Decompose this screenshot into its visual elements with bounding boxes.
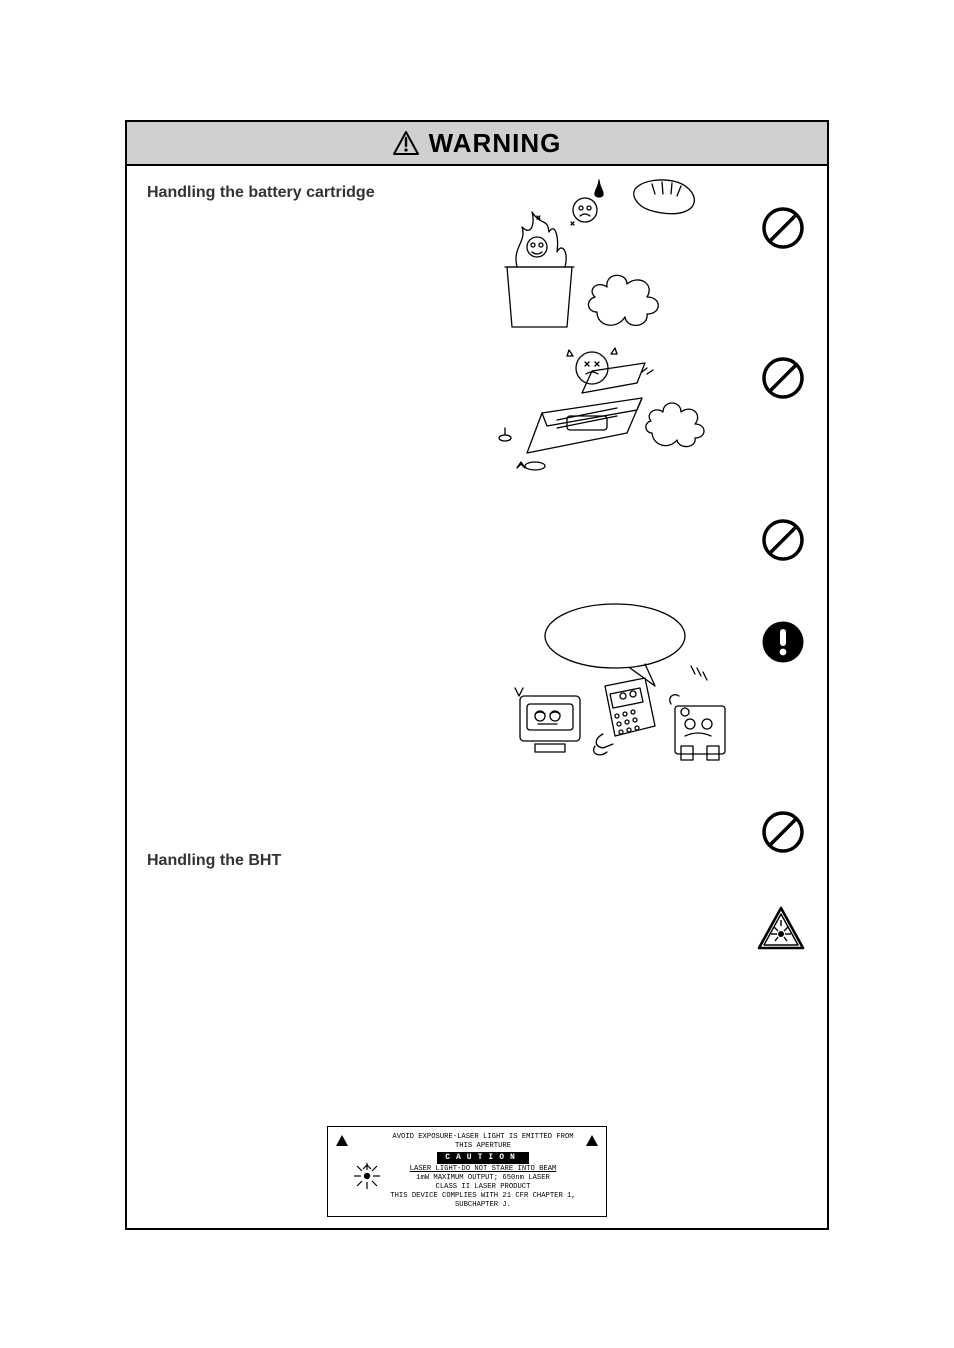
- illustration-disassemble: [487, 338, 727, 483]
- warning-title: WARNING: [429, 128, 562, 159]
- prohibit-icon: [761, 206, 805, 250]
- page: WARNING Handling the battery cartridge H…: [0, 0, 954, 1348]
- warning-panel: WARNING Handling the battery cartridge H…: [125, 120, 829, 1230]
- laser-starburst-icon: [354, 1163, 380, 1194]
- laser-line-4: CLASS II LASER PRODUCT: [386, 1183, 580, 1192]
- illustration-fire-disposal: [477, 172, 717, 337]
- prohibit-icon: [761, 810, 805, 854]
- laser-line-3: 1mW MAXIMUM OUTPUT; 650nm LASER: [386, 1174, 580, 1183]
- laser-label-text: AVOID EXPOSURE-LASER LIGHT IS EMITTED FR…: [386, 1133, 580, 1210]
- laser-line-5: THIS DEVICE COMPLIES WITH 21 CFR CHAPTER…: [386, 1192, 580, 1210]
- laser-line-1: AVOID EXPOSURE-LASER LIGHT IS EMITTED FR…: [386, 1133, 580, 1151]
- warning-triangle-icon: [586, 1133, 598, 1151]
- warning-triangle-icon: [393, 131, 419, 155]
- mandatory-action-icon: [761, 620, 805, 664]
- illustration-interference: [495, 596, 735, 771]
- section-heading-bht: Handling the BHT: [147, 852, 281, 870]
- laser-caution-word: CAUTION: [437, 1152, 529, 1164]
- laser-warning-icon: [757, 906, 805, 950]
- warning-triangle-icon: [336, 1133, 348, 1151]
- prohibit-icon: [761, 518, 805, 562]
- warning-header: WARNING: [127, 122, 827, 166]
- warning-body: Handling the battery cartridge Handling …: [127, 166, 827, 1228]
- prohibit-icon: [761, 356, 805, 400]
- laser-caution-label: AVOID EXPOSURE-LASER LIGHT IS EMITTED FR…: [327, 1126, 607, 1217]
- section-heading-battery: Handling the battery cartridge: [147, 184, 375, 202]
- laser-line-2: LASER LIGHT-DO NOT STARE INTO BEAM: [386, 1165, 580, 1174]
